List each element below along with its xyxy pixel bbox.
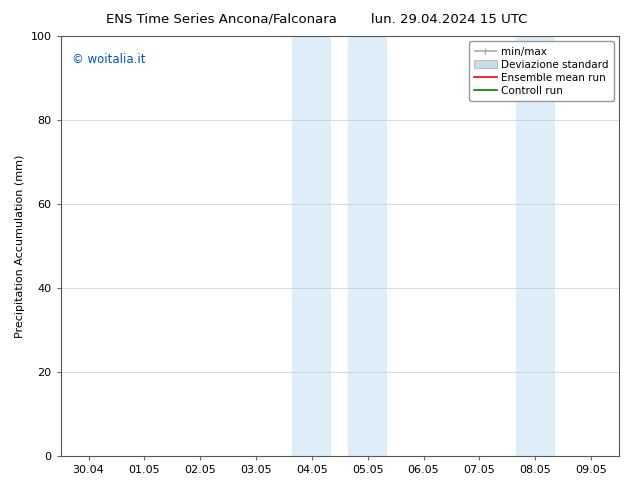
- Y-axis label: Precipitation Accumulation (mm): Precipitation Accumulation (mm): [15, 154, 25, 338]
- Bar: [292, 36, 332, 456]
- Bar: [515, 36, 555, 456]
- Legend: min/max, Deviazione standard, Ensemble mean run, Controll run: min/max, Deviazione standard, Ensemble m…: [469, 41, 614, 101]
- Text: ENS Time Series Ancona/Falconara        lun. 29.04.2024 15 UTC: ENS Time Series Ancona/Falconara lun. 29…: [107, 12, 527, 25]
- Bar: [348, 36, 387, 456]
- Text: © woitalia.it: © woitalia.it: [72, 53, 145, 66]
